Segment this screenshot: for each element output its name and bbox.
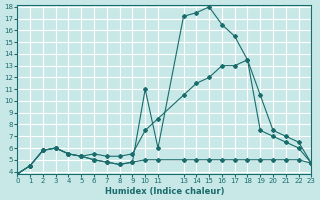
X-axis label: Humidex (Indice chaleur): Humidex (Indice chaleur) xyxy=(105,187,224,196)
